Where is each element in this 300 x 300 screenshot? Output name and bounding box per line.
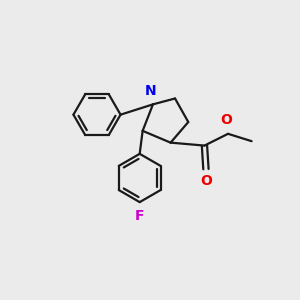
Text: O: O [220, 113, 232, 127]
Text: N: N [145, 84, 156, 98]
Text: O: O [201, 174, 212, 188]
Text: F: F [135, 208, 144, 223]
